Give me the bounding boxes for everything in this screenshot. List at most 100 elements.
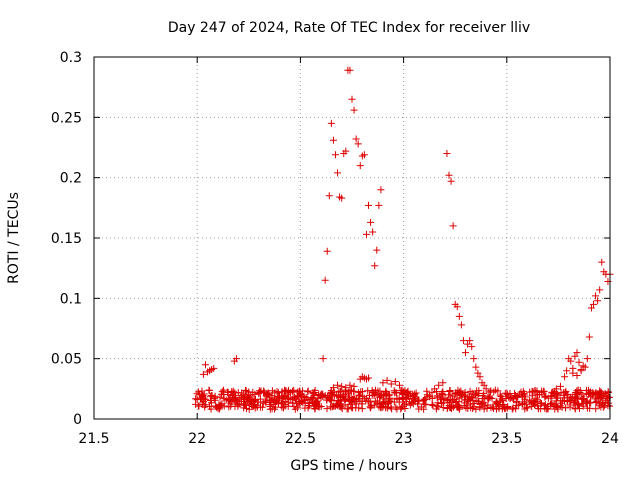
roti-point xyxy=(365,374,373,382)
baseline-point xyxy=(391,388,399,396)
baseline-point xyxy=(294,392,302,400)
baseline-point xyxy=(298,391,306,399)
roti-point xyxy=(365,201,373,209)
y-tick-labels: 0 0.05 0.1 0.15 0.2 0.25 0.3 xyxy=(51,50,82,428)
baseline-point xyxy=(312,398,320,406)
baseline-point xyxy=(243,394,251,402)
baseline-point xyxy=(335,400,343,408)
baseline-point xyxy=(500,404,508,412)
baseline-point xyxy=(233,400,241,408)
roti-point xyxy=(449,222,457,230)
baseline-point xyxy=(488,394,496,402)
baseline-point xyxy=(199,401,207,409)
roti-point xyxy=(459,337,467,345)
baseline-point xyxy=(268,392,276,400)
x-tick-label: 21.5 xyxy=(78,431,109,447)
roti-point xyxy=(354,140,362,148)
baseline-point xyxy=(285,394,293,402)
axis-ticks xyxy=(93,56,611,420)
baseline-point xyxy=(260,388,268,396)
baseline-point xyxy=(225,403,233,411)
baseline-point xyxy=(493,397,501,405)
baseline-point xyxy=(397,405,405,413)
baseline-point xyxy=(274,394,282,402)
baseline-point xyxy=(243,405,251,413)
roti-point xyxy=(455,312,463,320)
baseline-point xyxy=(548,392,556,400)
roti-point xyxy=(482,385,490,393)
roti-point xyxy=(466,337,474,345)
baseline-point xyxy=(589,390,597,398)
roti-point xyxy=(573,372,581,380)
roti-point xyxy=(350,382,358,390)
y-tick-label: 0.2 xyxy=(60,171,82,187)
baseline-point xyxy=(346,394,354,402)
baseline-point xyxy=(400,388,408,396)
baseline-point xyxy=(562,387,570,395)
roti-point xyxy=(480,381,488,389)
roti-point xyxy=(383,376,391,384)
baseline-point xyxy=(573,401,581,409)
baseline-point xyxy=(560,397,568,405)
baseline-point xyxy=(360,394,368,402)
baseline-point xyxy=(273,392,281,400)
roti-point xyxy=(350,106,358,114)
roti-point xyxy=(338,194,346,202)
baseline-point xyxy=(566,401,574,409)
baseline-point xyxy=(330,392,338,400)
baseline-point xyxy=(376,387,384,395)
baseline-point xyxy=(381,397,389,405)
roti-point xyxy=(453,303,461,311)
baseline-point xyxy=(280,404,288,412)
baseline-point xyxy=(251,390,259,398)
baseline-point xyxy=(261,397,269,405)
baseline-point xyxy=(574,386,582,394)
plot-frame xyxy=(93,56,611,420)
baseline-point xyxy=(513,393,521,401)
baseline-point xyxy=(247,400,255,408)
baseline-point xyxy=(377,404,385,412)
y-tick-label: 0.1 xyxy=(60,291,82,307)
baseline-point xyxy=(457,391,465,399)
baseline-point xyxy=(489,403,497,411)
roti-point xyxy=(362,230,370,238)
baseline-point xyxy=(216,393,224,401)
baseline-point xyxy=(428,389,436,397)
baseline-point xyxy=(268,405,276,413)
baseline-point xyxy=(258,403,266,411)
roti-point xyxy=(331,151,339,159)
y-tick-label: 0.05 xyxy=(51,352,82,368)
roti-point xyxy=(346,66,354,74)
baseline-point xyxy=(546,400,554,408)
baseline-point xyxy=(218,388,226,396)
baseline-point xyxy=(533,387,541,395)
baseline-point xyxy=(532,394,540,402)
baseline-point xyxy=(438,389,446,397)
baseline-point xyxy=(404,387,412,395)
roti-point xyxy=(342,147,350,155)
baseline-point xyxy=(357,388,365,396)
roti-point xyxy=(435,381,443,389)
roti-point xyxy=(585,333,593,341)
roti-point xyxy=(356,162,364,170)
roti-point xyxy=(334,381,342,389)
baseline-point xyxy=(291,393,299,401)
baseline-point xyxy=(530,399,538,407)
baseline-point xyxy=(572,393,580,401)
roti-point xyxy=(210,364,218,372)
y-tick-label: 0.3 xyxy=(60,50,82,66)
baseline-point xyxy=(292,399,300,407)
baseline-point xyxy=(356,392,364,400)
baseline-point xyxy=(193,396,201,404)
baseline-point xyxy=(586,399,594,407)
baseline-point xyxy=(479,400,487,408)
roti-point xyxy=(329,384,337,392)
baseline-point xyxy=(397,404,405,412)
baseline-point xyxy=(291,405,299,413)
baseline-point xyxy=(528,400,536,408)
baseline-point xyxy=(597,388,605,396)
baseline-point xyxy=(242,386,250,394)
baseline-point xyxy=(439,388,447,396)
baseline-point xyxy=(194,402,202,410)
baseline-point xyxy=(377,392,385,400)
